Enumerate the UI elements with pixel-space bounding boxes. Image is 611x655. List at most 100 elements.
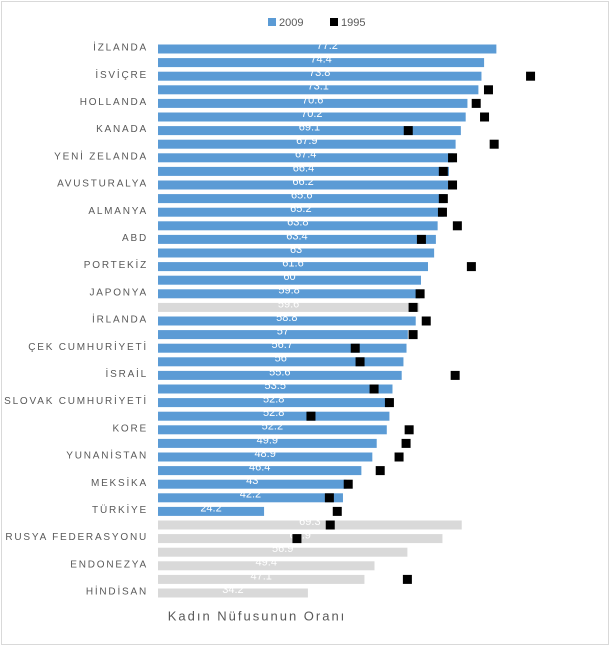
data-label: 69.1 — [299, 122, 320, 134]
y-tick-label: İSRAİL — [106, 367, 148, 380]
data-label: 70.2 — [301, 108, 322, 120]
marker — [438, 194, 448, 204]
data-label: 73.1 — [307, 81, 328, 93]
bar — [158, 85, 479, 95]
data-label: 67.9 — [296, 135, 317, 147]
data-label: 59.6 — [278, 298, 299, 310]
marker — [306, 411, 316, 421]
data-label: 49.4 — [256, 557, 277, 569]
bar — [158, 547, 408, 557]
bar — [158, 58, 485, 68]
legend-label: 1995 — [341, 17, 365, 29]
y-tick-label: İSVİÇRE — [95, 68, 148, 81]
data-label: 52.8 — [263, 394, 284, 406]
bar — [158, 343, 407, 353]
y-tick-label: İZLANDA — [93, 41, 148, 54]
data-label: 58.8 — [276, 312, 297, 324]
bar — [158, 221, 438, 231]
marker — [401, 438, 411, 448]
marker — [404, 425, 414, 435]
data-label: 61.6 — [282, 258, 303, 270]
marker — [526, 71, 536, 81]
data-label: 49.9 — [257, 434, 278, 446]
data-label: 43 — [246, 475, 258, 487]
bar — [158, 588, 308, 598]
bar — [158, 466, 362, 476]
bar — [158, 316, 416, 326]
marker — [415, 289, 425, 299]
bar — [158, 452, 373, 462]
y-tick-label: MEKSİKA — [91, 476, 148, 489]
marker — [471, 98, 481, 108]
marker — [416, 234, 426, 244]
data-label: 69.3 — [299, 516, 320, 528]
data-label: 48.9 — [254, 448, 275, 460]
marker — [355, 357, 365, 367]
legend-swatch — [330, 18, 338, 26]
marker — [402, 574, 412, 584]
marker — [292, 534, 302, 544]
data-label: 59.8 — [278, 285, 299, 297]
data-label: 63 — [290, 244, 302, 256]
marker — [384, 398, 394, 408]
marker — [343, 479, 353, 489]
marker — [332, 506, 342, 516]
y-tick-label: TÜRKİYE — [92, 503, 148, 516]
y-tick-label: HOLLANDA — [80, 97, 148, 108]
y-tick-label: PORTEKİZ — [84, 258, 148, 271]
bar — [158, 194, 446, 204]
y-tick-label: ABD — [122, 233, 148, 244]
bar — [158, 302, 420, 312]
data-label: 56.7 — [272, 339, 293, 351]
y-tick-label: KANADA — [96, 124, 148, 135]
marker — [448, 180, 458, 190]
bar — [158, 506, 265, 516]
data-label: 63.8 — [287, 217, 308, 229]
bar — [158, 234, 436, 244]
bar — [158, 262, 428, 272]
marker — [408, 302, 418, 312]
marker — [324, 493, 334, 503]
bar — [158, 248, 435, 258]
data-label: 73.8 — [309, 67, 330, 79]
y-tick-label: YUNANİSTAN — [66, 449, 148, 462]
data-label: 63.4 — [286, 230, 307, 242]
marker — [408, 330, 418, 340]
bar — [158, 438, 377, 448]
y-tick-label: JAPONYA — [89, 287, 148, 298]
data-label: 66.4 — [293, 162, 314, 174]
bar — [158, 153, 454, 163]
bar — [158, 180, 449, 190]
marker — [452, 221, 462, 231]
bar — [158, 561, 375, 571]
marker — [394, 452, 404, 462]
legend-label: 2009 — [279, 17, 303, 29]
marker — [450, 370, 460, 380]
bar — [158, 479, 347, 489]
y-tick-label: ENDONEZYA — [70, 559, 148, 570]
data-label: 60 — [283, 271, 295, 283]
data-label: 47.1 — [251, 570, 272, 582]
x-axis-title: Kadın Nüfusunun Oranı — [168, 608, 347, 623]
data-label: 52.8 — [263, 407, 284, 419]
data-label: 56 — [275, 353, 287, 365]
data-label: 57 — [277, 326, 289, 338]
marker — [448, 153, 458, 163]
marker — [375, 466, 385, 476]
bar — [158, 357, 404, 367]
marker — [438, 166, 448, 176]
y-tick-label: ÇEK CUMHURİYETİ — [28, 340, 148, 353]
y-tick-label: SLOVAK CUMHURİYETİ — [4, 394, 148, 407]
data-label: 55.6 — [269, 366, 290, 378]
marker — [466, 262, 476, 272]
data-label: 56.9 — [272, 543, 293, 555]
bar — [158, 370, 402, 380]
bar — [158, 574, 365, 584]
data-label: 74.4 — [310, 54, 331, 66]
marker — [480, 112, 490, 122]
data-label: 34.2 — [222, 584, 243, 596]
bar — [158, 384, 393, 394]
data-label: 65.6 — [291, 190, 312, 202]
data-label: 53.5 — [265, 380, 286, 392]
